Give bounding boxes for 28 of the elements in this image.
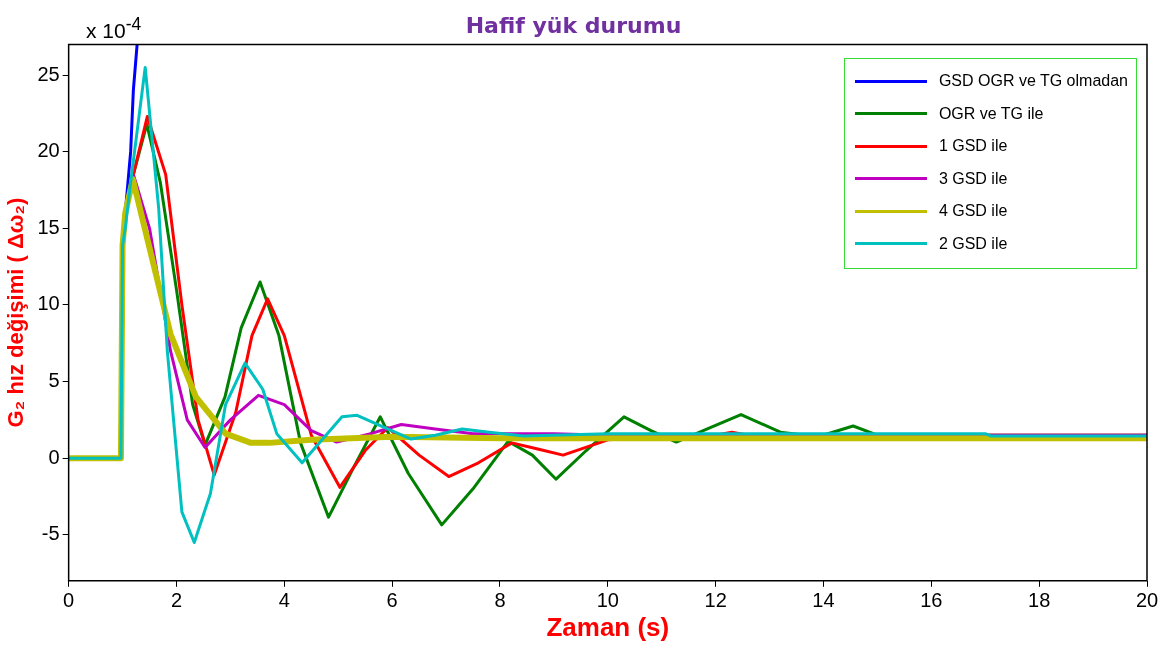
x-tick-label: 0: [63, 589, 75, 612]
legend-label: OGR ve TG ile: [938, 104, 1044, 123]
legend-label: 1 GSD ile: [938, 137, 1008, 156]
x-axis-title: Zaman (s): [546, 611, 670, 642]
x-tick-label: 14: [812, 589, 835, 612]
y-axis-title: G₂ hız değişimi ( Δω₂): [3, 197, 29, 428]
x-tick-label: 6: [386, 589, 398, 612]
x-tick-label: 20: [1135, 589, 1159, 612]
y-tick-label: -5: [41, 522, 60, 545]
legend-label: 3 GSD ile: [938, 169, 1008, 188]
y-tick-label: 0: [48, 445, 60, 468]
y-tick-label: 25: [37, 62, 60, 85]
legend-label: GSD OGR ve TG olmadan: [938, 72, 1128, 91]
x-tick-label: 4: [278, 589, 290, 612]
x-tick-label: 2: [170, 589, 183, 612]
y-tick-label: 20: [37, 139, 60, 162]
x-tick-label: 12: [704, 589, 727, 612]
y-tick-label: 15: [37, 215, 60, 238]
x-tick-label: 10: [596, 589, 619, 612]
x-tick-label: 8: [494, 589, 506, 612]
y-tick-label: 5: [48, 369, 60, 392]
y-tick-label: 10: [37, 292, 60, 315]
legend-label: 2 GSD ile: [938, 234, 1008, 253]
chart-title: Hafif yük durumu: [465, 12, 682, 38]
text: x 10$^{-4}$: [86, 14, 142, 43]
legend-label: 4 GSD ile: [938, 202, 1008, 221]
x-tick-label: 18: [1028, 589, 1051, 612]
x-tick-label: 16: [920, 589, 943, 612]
